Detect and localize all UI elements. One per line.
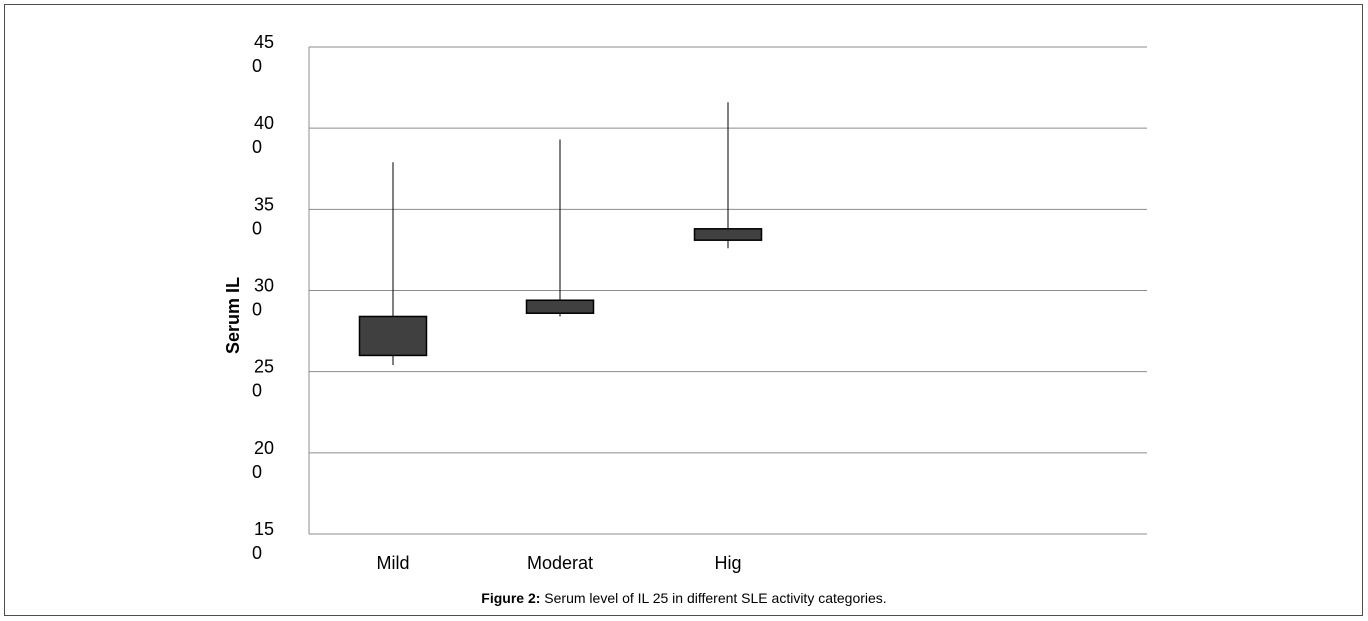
x-tick-label: Mild [376,553,409,573]
box [358,315,428,357]
y-tick-label: 0 [252,462,262,482]
y-axis-label: Serum IL [223,277,243,354]
y-tick-label: 0 [252,218,262,238]
y-tick-label: 35 [254,194,274,214]
y-tick-label: 0 [252,300,262,320]
y-tick-label: 0 [252,137,262,157]
y-tick-label: 0 [252,543,262,563]
y-tick-label: 0 [252,56,262,76]
y-tick-label: 30 [254,276,274,296]
y-tick-label: 40 [254,113,274,133]
box [525,299,595,314]
figure-frame [4,4,1363,616]
caption-label: Figure 2: [481,590,541,606]
box-chart: 45 0 40 0 35 0 30 0 25 0 20 0 15 0 Serum IL Mild Moderat… [223,32,1147,573]
y-tick-label: 25 [254,357,274,377]
x-tick-label: Moderat [527,553,593,573]
box [693,228,763,241]
y-tick-label: 45 [254,32,274,52]
y-tick-label: 15 [254,519,274,539]
y-tick-label: 0 [252,381,262,401]
figure-caption: Figure 2: Serum level of IL 25 in differ… [0,590,1368,606]
y-tick-label: 20 [254,438,274,458]
x-tick-label: Hig [714,553,741,573]
caption-text: Serum level of IL 25 in different SLE ac… [540,590,887,606]
